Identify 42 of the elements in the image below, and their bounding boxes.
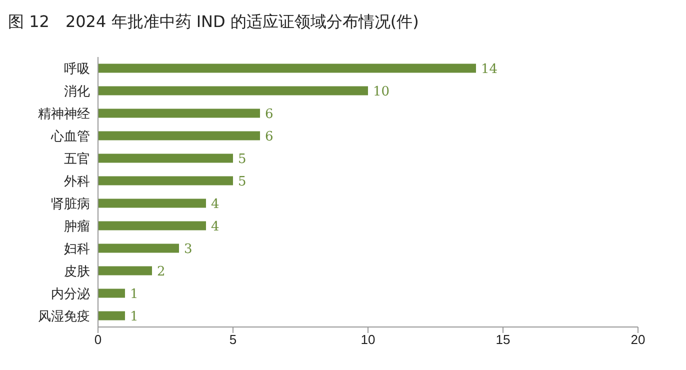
y-tick-label: 肿瘤 [64, 218, 90, 234]
data-label: 6 [265, 129, 274, 144]
y-tick-label: 妇科 [64, 242, 90, 257]
chart-title: 图 12 2024 年批准中药 IND 的适应证领域分布情况(件) [8, 11, 420, 33]
data-label: 14 [481, 62, 498, 77]
bar [98, 244, 179, 253]
bar [98, 198, 206, 208]
y-tick-label: 风湿免疫 [38, 309, 90, 324]
bar [98, 311, 125, 320]
y-tick-label: 消化 [64, 84, 90, 100]
x-tick-label: 20 [630, 332, 646, 348]
data-label: 2 [157, 264, 166, 280]
bar [98, 108, 260, 118]
x-tick-label: 10 [360, 332, 376, 348]
y-tick-label: 内分泌 [51, 286, 90, 302]
y-tick-label: 五官 [64, 150, 90, 167]
y-tick-label: 呼吸 [64, 62, 90, 77]
data-label: 6 [265, 106, 274, 122]
x-tick-label: 0 [94, 332, 102, 348]
bar [98, 288, 125, 298]
y-tick-label: 精神神经 [38, 106, 90, 122]
y-tick-label: 肾脏病 [51, 196, 90, 212]
data-label: 10 [373, 84, 390, 100]
data-label: 5 [238, 152, 246, 167]
bar [98, 176, 233, 186]
bar [98, 86, 368, 96]
data-label: 1 [130, 286, 138, 302]
y-tick-label: 外科 [64, 174, 90, 190]
bar [98, 131, 260, 140]
bar [98, 64, 476, 73]
data-label: 3 [184, 242, 192, 257]
x-tick-label: 15 [496, 332, 510, 348]
y-tick-label: 皮肤 [64, 264, 90, 280]
bar [98, 266, 152, 276]
x-tick-label: 5 [229, 332, 237, 348]
data-label: 4 [211, 196, 220, 212]
bar [98, 154, 233, 163]
data-label: 4 [211, 219, 220, 234]
data-label: 5 [238, 174, 246, 190]
y-tick-label: 心血管 [50, 128, 90, 144]
data-label: 1 [130, 309, 138, 324]
bar [98, 221, 206, 230]
